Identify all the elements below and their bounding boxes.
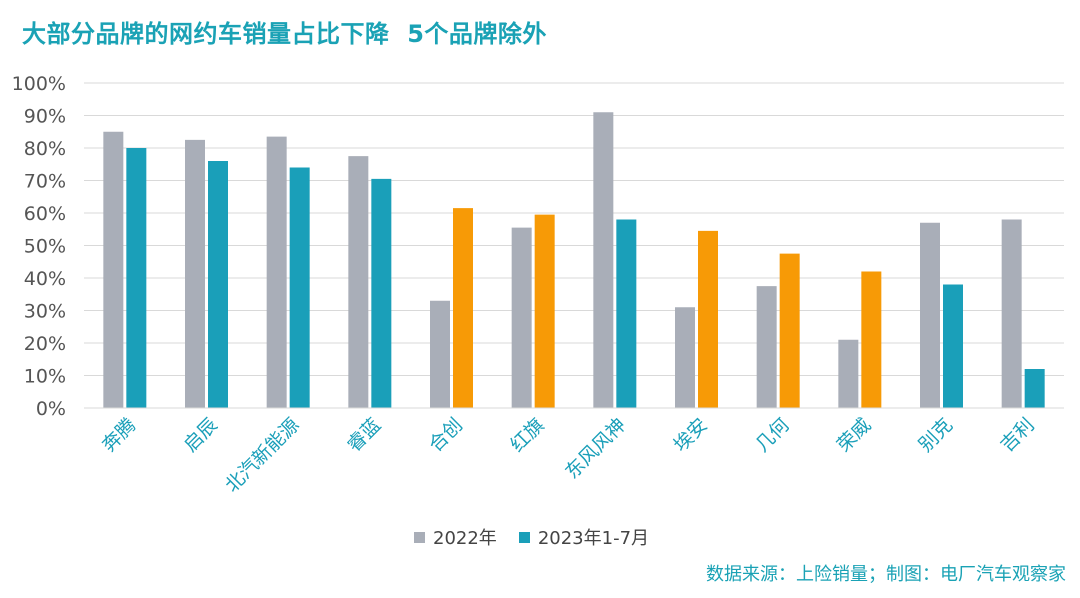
x-tick-label: 吉利 bbox=[996, 414, 1038, 456]
bar-2022 bbox=[1001, 219, 1022, 408]
bar-2023 bbox=[453, 208, 473, 408]
bar-2023 bbox=[371, 178, 392, 408]
bar-2023 bbox=[126, 148, 147, 408]
y-tick-label: 80% bbox=[24, 138, 66, 160]
y-tick-label: 100% bbox=[12, 73, 66, 95]
bar-2022 bbox=[756, 286, 777, 408]
chart-legend: 2022年 2023年1-7月 bbox=[414, 524, 671, 550]
bar-2023 bbox=[943, 284, 963, 408]
x-tick-label: 睿蓝 bbox=[343, 414, 385, 456]
bar-2023 bbox=[208, 161, 228, 408]
bar-2022 bbox=[593, 112, 614, 408]
y-tick-label: 90% bbox=[24, 106, 66, 128]
y-tick-label: 40% bbox=[24, 268, 66, 290]
bar-2023 bbox=[1024, 369, 1045, 408]
y-tick-label: 70% bbox=[24, 171, 66, 193]
bar-2022 bbox=[430, 300, 450, 408]
bar-2023 bbox=[861, 271, 882, 408]
bar-2022 bbox=[266, 136, 287, 408]
bar-2022 bbox=[103, 131, 124, 408]
legend-label-2023: 2023年1-7月 bbox=[537, 528, 650, 549]
bar-2023 bbox=[698, 230, 718, 408]
legend-swatch-2022 bbox=[414, 531, 425, 543]
bar-2023 bbox=[779, 253, 800, 408]
bar-2022 bbox=[348, 156, 369, 408]
chart-title: 大部分品牌的网约车销量占比下降 5个品牌除外 bbox=[22, 20, 547, 48]
x-tick-label: 红旗 bbox=[506, 414, 548, 456]
legend-item-2022: 2022年 bbox=[414, 524, 497, 550]
legend-swatch-2023 bbox=[518, 531, 530, 543]
y-tick-label: 30% bbox=[24, 301, 66, 323]
x-tick-label: 几何 bbox=[751, 414, 793, 456]
x-tick-label: 埃安 bbox=[670, 414, 712, 456]
x-tick-label: 奔腾 bbox=[98, 414, 140, 456]
bar-2023 bbox=[534, 214, 555, 408]
bar-2022 bbox=[675, 307, 695, 408]
bar-2023 bbox=[616, 219, 637, 408]
bar-2023 bbox=[289, 167, 310, 408]
y-tick-label: 60% bbox=[24, 203, 66, 225]
bar-2022 bbox=[511, 227, 532, 408]
source-note: 数据来源：上险销量；制图：电厂汽车观察家 bbox=[706, 564, 1066, 585]
bar-2022 bbox=[920, 222, 940, 408]
x-tick-label: 北汽新能源 bbox=[221, 414, 304, 497]
x-tick-label: 合创 bbox=[425, 414, 467, 456]
bar-2022 bbox=[838, 339, 859, 408]
y-tick-label: 0% bbox=[36, 398, 66, 420]
legend-item-2023: 2023年1-7月 bbox=[518, 524, 650, 550]
bar-2022 bbox=[185, 139, 205, 408]
legend-label-2022: 2022年 bbox=[433, 528, 497, 549]
x-tick-label: 别克 bbox=[915, 414, 957, 456]
y-tick-label: 20% bbox=[24, 333, 66, 355]
x-tick-label: 东风风神 bbox=[561, 414, 630, 483]
x-tick-label: 启辰 bbox=[180, 414, 222, 456]
x-tick-label: 荣威 bbox=[833, 414, 875, 456]
y-tick-label: 10% bbox=[24, 366, 66, 388]
y-tick-label: 50% bbox=[24, 236, 66, 258]
